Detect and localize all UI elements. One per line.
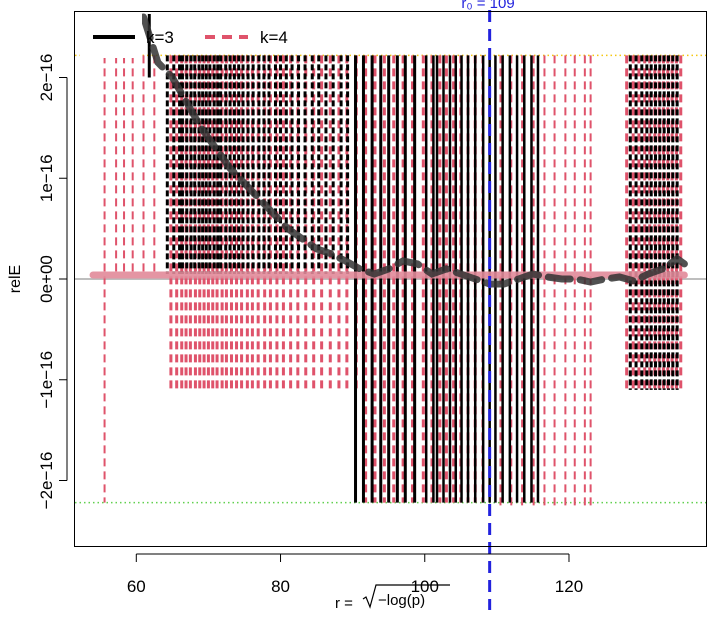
y-tick-label: 2e−16 — [37, 54, 56, 102]
y-tick-label: −2e−16 — [37, 452, 56, 510]
r0-label: r₀ = 109 — [461, 0, 514, 12]
plot-area — [74, 11, 707, 547]
x-tick-label: 60 — [127, 577, 146, 596]
radical-sign — [362, 584, 450, 609]
x-axis-label-radicand: −log(p) — [378, 592, 425, 609]
y-tick-label: 1e−16 — [37, 154, 56, 202]
y-tick-label: −1e−16 — [37, 351, 56, 409]
data-layer — [75, 10, 706, 610]
legend-k4-label: k=4 — [260, 28, 288, 47]
k3-trend-line — [140, 13, 688, 288]
y-tick-label: 0e+00 — [37, 255, 56, 303]
axes: 60 80 100 120 −2e−16 −1e−16 0e+00 1e−16 2e−16 — [37, 54, 583, 596]
legend-k3-label: k=3 — [146, 28, 174, 47]
y-axis-label: relE — [7, 265, 24, 293]
x-tick-label: 100 — [411, 577, 439, 596]
legend: k=3 k=4 — [80, 14, 288, 58]
x-axis-label-left: r = — [335, 595, 353, 612]
x-axis-label: r = −log(p) — [335, 584, 450, 612]
x-tick-label: 80 — [271, 577, 290, 596]
x-tick-label: 120 — [555, 577, 583, 596]
